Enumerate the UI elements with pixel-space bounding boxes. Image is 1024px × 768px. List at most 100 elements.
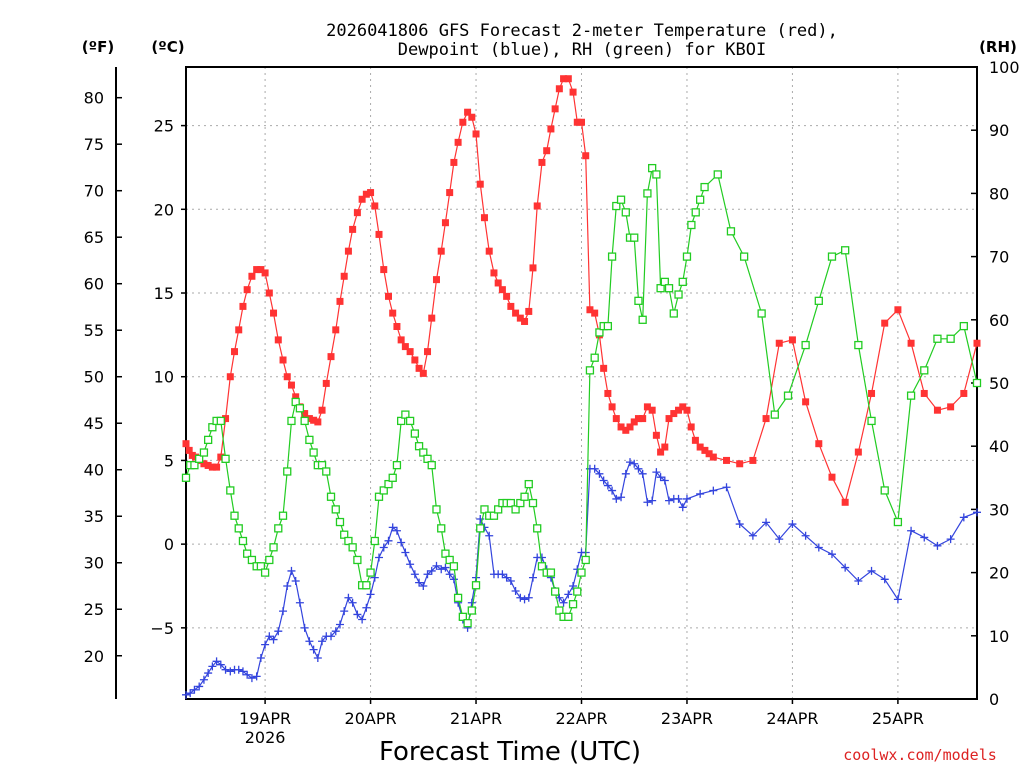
dewpoint-point — [722, 483, 731, 492]
rh-point — [814, 296, 823, 305]
temperature-point — [723, 456, 731, 464]
temperature-point — [248, 272, 256, 280]
rh-point — [453, 593, 463, 603]
fahrenheit-tick-label: 20 — [84, 647, 104, 666]
dewpoint-point — [388, 523, 397, 532]
dewpoint-point — [612, 494, 621, 503]
dewpoint-point — [327, 632, 336, 641]
temperature-point — [907, 339, 915, 347]
rh-point — [199, 448, 209, 457]
rh-point — [388, 473, 397, 482]
dewpoint-point — [344, 593, 353, 602]
celsius-axis-label: (ºC) — [151, 38, 184, 56]
fahrenheit-tick-label: 75 — [84, 135, 104, 154]
dewpoint-point — [569, 581, 578, 590]
rh-point — [295, 404, 305, 413]
temperature-point — [538, 158, 546, 166]
temperature-point — [665, 415, 673, 423]
chart-title-line2: Dewpoint (blue), RH (green) for KBOI — [398, 40, 766, 60]
dewpoint-point — [247, 674, 256, 683]
dewpoint-point — [920, 533, 929, 542]
rh-point — [577, 568, 586, 577]
rh-point — [208, 423, 217, 432]
rh-tick-label: 0 — [989, 690, 999, 709]
temperature-point — [543, 147, 551, 155]
dewpoint-point — [291, 576, 300, 585]
temperature-point — [322, 379, 330, 387]
dewpoint-point — [313, 653, 322, 662]
temperature-point — [454, 138, 462, 146]
temperature-point — [547, 125, 555, 133]
temperature-point — [881, 319, 889, 327]
dewpoint-point — [643, 498, 652, 507]
temperature-point — [217, 453, 225, 461]
x-tick-label: 20APR — [345, 709, 397, 728]
rh-point — [511, 505, 520, 514]
rh-point — [274, 524, 283, 533]
dewpoint-point — [665, 496, 674, 505]
temperature-point — [564, 75, 572, 83]
dewpoint-point — [735, 520, 744, 529]
rh-point — [317, 461, 327, 470]
rh-point — [630, 233, 639, 242]
rh-point — [634, 296, 643, 305]
temperature-point — [947, 403, 955, 411]
rh-point — [516, 498, 525, 508]
rh-point — [423, 454, 432, 463]
rh-point — [458, 612, 468, 621]
rh-point — [696, 195, 705, 204]
rh-series — [181, 163, 982, 628]
rh-point — [467, 606, 476, 615]
rh-point — [739, 252, 749, 261]
dewpoint-point — [814, 543, 823, 552]
temperature-point — [287, 381, 295, 389]
dewpoint-point — [599, 476, 608, 485]
dewpoint-point — [674, 494, 683, 503]
temperature-point — [788, 336, 796, 344]
rh-point — [260, 568, 270, 577]
rh-tick-label: 100 — [989, 58, 1020, 77]
temperature-point — [600, 364, 608, 372]
temperature-point — [604, 389, 612, 397]
rh-point — [612, 201, 621, 211]
rh-point — [533, 524, 542, 533]
temperature-point — [480, 214, 488, 222]
temperature-point — [802, 398, 810, 406]
dewpoint-point — [678, 503, 687, 512]
rh-point — [449, 562, 459, 571]
rh-point — [238, 536, 248, 546]
dewpoint-point — [279, 607, 288, 616]
rh-point — [581, 555, 590, 565]
rh-point — [370, 536, 379, 546]
temperature-point — [274, 336, 282, 344]
rh-tick-label: 30 — [989, 500, 1009, 519]
dewpoint-point — [682, 494, 691, 503]
rh-point — [972, 378, 982, 388]
dewpoint-point — [880, 575, 889, 584]
temperature-point — [384, 292, 392, 300]
rh-point — [427, 461, 436, 470]
dewpoint-point — [511, 587, 520, 596]
dewpoint-point — [467, 598, 476, 607]
temperature-point — [401, 343, 409, 351]
temperature-point — [327, 353, 335, 361]
x-tick-label: 23APR — [661, 709, 713, 728]
temperature-point — [525, 307, 533, 315]
dewpoint-point — [867, 566, 876, 575]
rh-point — [471, 581, 481, 590]
fahrenheit-tick-label: 25 — [84, 600, 104, 619]
temperature-point — [428, 314, 436, 322]
dewpoint-point — [775, 535, 784, 544]
dewpoint-point — [520, 595, 529, 604]
temperature-point — [687, 423, 695, 431]
temperature-point — [841, 498, 849, 506]
rh-point — [691, 208, 700, 217]
dewpoint-point — [441, 563, 450, 572]
rh-point — [190, 461, 199, 470]
dewpoint-point — [269, 635, 278, 644]
x-tick-label: 21APR — [450, 709, 502, 728]
celsius-tick-label: 0 — [164, 535, 174, 554]
dewpoint-point — [506, 576, 515, 585]
temperature-point — [652, 431, 660, 439]
